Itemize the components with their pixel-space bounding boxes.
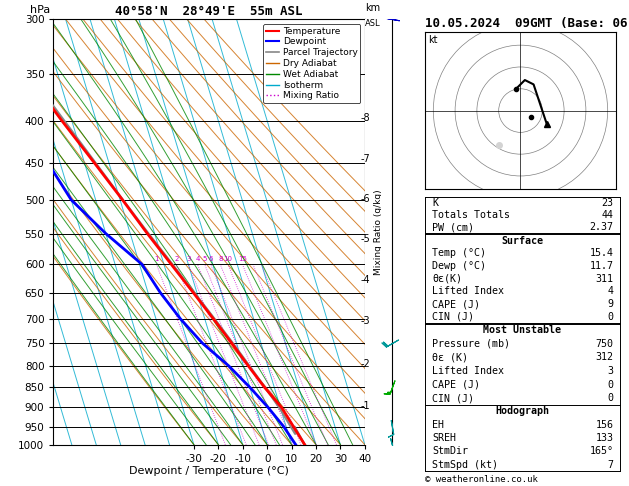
Text: Mixing Ratio (g/kg): Mixing Ratio (g/kg) xyxy=(374,189,382,275)
Text: -1: -1 xyxy=(360,401,370,411)
Text: Totals Totals: Totals Totals xyxy=(432,210,510,220)
Text: 4: 4 xyxy=(608,286,614,296)
Text: Most Unstable: Most Unstable xyxy=(483,326,561,335)
Text: θε (K): θε (K) xyxy=(432,352,469,363)
Text: 11.7: 11.7 xyxy=(590,261,614,271)
Text: 15.4: 15.4 xyxy=(590,248,614,259)
Text: -8: -8 xyxy=(360,113,370,123)
Text: Dewp (°C): Dewp (°C) xyxy=(432,261,486,271)
Text: 0: 0 xyxy=(608,380,614,390)
Text: © weatheronline.co.uk: © weatheronline.co.uk xyxy=(425,475,537,484)
Text: kt: kt xyxy=(428,35,438,45)
Text: 23: 23 xyxy=(602,198,614,208)
Text: -4: -4 xyxy=(360,276,370,285)
Text: 8: 8 xyxy=(218,256,223,262)
Text: 9: 9 xyxy=(608,299,614,309)
Text: SREH: SREH xyxy=(432,433,457,443)
Text: -5: -5 xyxy=(360,234,370,244)
Text: 2: 2 xyxy=(174,256,179,262)
Text: 44: 44 xyxy=(602,210,614,220)
Text: EH: EH xyxy=(432,420,444,430)
Text: 156: 156 xyxy=(596,420,614,430)
Text: km: km xyxy=(365,3,381,13)
Text: K: K xyxy=(432,198,438,208)
Text: -6: -6 xyxy=(360,194,370,204)
Text: CIN (J): CIN (J) xyxy=(432,312,474,322)
Text: 7: 7 xyxy=(608,460,614,470)
Text: hPa: hPa xyxy=(30,5,50,15)
Text: 312: 312 xyxy=(596,352,614,363)
Text: 0: 0 xyxy=(608,312,614,322)
Text: Lifted Index: Lifted Index xyxy=(432,366,504,376)
X-axis label: Dewpoint / Temperature (°C): Dewpoint / Temperature (°C) xyxy=(129,467,289,476)
Text: CAPE (J): CAPE (J) xyxy=(432,299,481,309)
Text: 3: 3 xyxy=(608,366,614,376)
Text: 6: 6 xyxy=(208,256,213,262)
Text: ASL: ASL xyxy=(365,19,381,29)
Legend: Temperature, Dewpoint, Parcel Trajectory, Dry Adiabat, Wet Adiabat, Isotherm, Mi: Temperature, Dewpoint, Parcel Trajectory… xyxy=(263,24,360,103)
Text: CIN (J): CIN (J) xyxy=(432,393,474,403)
Text: 15: 15 xyxy=(238,256,247,262)
Text: 10: 10 xyxy=(223,256,233,262)
Text: -7: -7 xyxy=(360,154,370,164)
Text: -2: -2 xyxy=(360,359,370,369)
Text: StmDir: StmDir xyxy=(432,447,469,456)
Text: Hodograph: Hodograph xyxy=(495,406,549,417)
Text: 1: 1 xyxy=(154,256,159,262)
Text: 133: 133 xyxy=(596,433,614,443)
Text: 4: 4 xyxy=(195,256,199,262)
Title: 40°58'N  28°49'E  55m ASL: 40°58'N 28°49'E 55m ASL xyxy=(115,5,303,18)
Text: 3: 3 xyxy=(186,256,191,262)
Text: 311: 311 xyxy=(596,274,614,284)
Text: Lifted Index: Lifted Index xyxy=(432,286,504,296)
Text: Temp (°C): Temp (°C) xyxy=(432,248,486,259)
Text: Surface: Surface xyxy=(501,236,543,245)
Text: 0: 0 xyxy=(608,393,614,403)
Text: 2.37: 2.37 xyxy=(590,222,614,232)
Text: 5: 5 xyxy=(203,256,207,262)
Text: 750: 750 xyxy=(596,339,614,349)
Text: 165°: 165° xyxy=(590,447,614,456)
Text: CAPE (J): CAPE (J) xyxy=(432,380,481,390)
Text: Pressure (mb): Pressure (mb) xyxy=(432,339,510,349)
Text: StmSpd (kt): StmSpd (kt) xyxy=(432,460,498,470)
Text: PW (cm): PW (cm) xyxy=(432,222,474,232)
Text: 10.05.2024  09GMT (Base: 06): 10.05.2024 09GMT (Base: 06) xyxy=(425,17,629,30)
Text: -3: -3 xyxy=(360,316,370,326)
Text: θε(K): θε(K) xyxy=(432,274,462,284)
Text: LCL: LCL xyxy=(365,431,381,439)
